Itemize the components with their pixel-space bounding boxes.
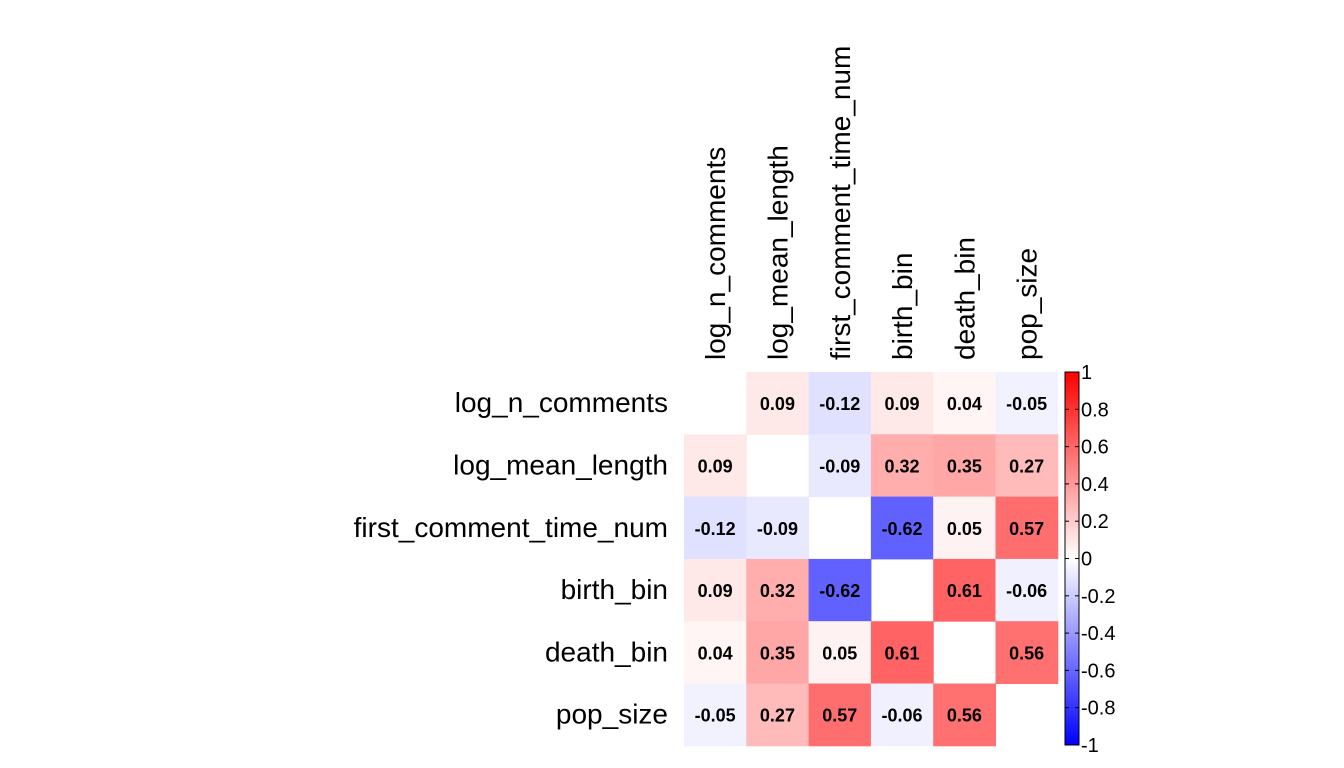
cell-value-label: 0.09 — [760, 394, 795, 414]
cell-value-label: -0.05 — [1006, 394, 1047, 414]
heatmap-cell-log_n_comments-first_comment_time_num — [808, 372, 872, 435]
colorbar-tick-label: -1 — [1081, 735, 1099, 757]
column-label-first_comment_time_num: first_comment_time_num — [825, 46, 856, 360]
heatmap-cell-death_bin-log_mean_length — [746, 621, 810, 684]
heatmap-cell-log_mean_length-death_bin — [933, 434, 996, 498]
cell-value-label: -0.05 — [695, 706, 736, 726]
heatmap-cell-pop_size-log_mean_length — [746, 683, 810, 747]
cell-value-label: 0.32 — [760, 581, 795, 601]
cell-value-label: 0.04 — [698, 643, 733, 663]
heatmap-cell-pop_size-log_n_comments — [684, 683, 747, 747]
colorbar-tick-label: -0.8 — [1081, 698, 1115, 720]
column-label-log_mean_length: log_mean_length — [762, 145, 793, 360]
cell-value-label: 0.09 — [885, 394, 920, 414]
cell-value-label: 0.35 — [947, 456, 982, 476]
cell-value-label: 0.57 — [822, 706, 857, 726]
heatmap-cell-birth_bin-pop_size — [995, 558, 1059, 622]
column-label-log_n_comments: log_n_comments — [700, 147, 731, 360]
cell-value-label: 0.56 — [947, 706, 982, 726]
colorbar-tick-label: 0.4 — [1081, 474, 1109, 496]
row-label-death_bin: death_bin — [545, 636, 668, 667]
cell-value-label: 0.04 — [947, 394, 982, 414]
cell-value-label: 0.57 — [1009, 519, 1044, 539]
cell-value-label: 0.05 — [947, 519, 982, 539]
row-label-birth_bin: birth_bin — [561, 574, 668, 605]
cell-value-label: -0.09 — [757, 519, 798, 539]
heatmap-cell-first_comment_time_num-pop_size — [995, 496, 1059, 560]
heatmap-cell-pop_size-death_bin — [933, 683, 996, 747]
cell-value-label: -0.12 — [695, 519, 736, 539]
heatmap-cell-log_mean_length-log_n_comments — [684, 434, 747, 498]
heatmap-cell-birth_bin-death_bin — [933, 558, 996, 622]
heatmap-cell-first_comment_time_num-birth_bin — [870, 496, 934, 560]
colorbar-tick-label: 0.8 — [1081, 399, 1109, 421]
cell-value-label: -0.06 — [1006, 581, 1047, 601]
colorbar-tick-label: 1 — [1081, 362, 1092, 384]
cell-value-label: 0.56 — [1009, 643, 1044, 663]
column-label-death_bin: death_bin — [949, 237, 980, 360]
cell-value-label: 0.09 — [698, 581, 733, 601]
heatmap-cell-log_n_comments-log_mean_length — [746, 372, 810, 435]
heatmap-cell-log_n_comments-birth_bin — [870, 372, 934, 435]
column-label-birth_bin: birth_bin — [887, 253, 918, 360]
cell-value-label: -0.06 — [882, 706, 923, 726]
colorbar-tick-label: 0 — [1081, 549, 1092, 571]
colorbar-tick-label: -0.4 — [1081, 623, 1115, 645]
heatmap-cell-birth_bin-first_comment_time_num — [808, 558, 872, 622]
row-labels: log_n_comments log_mean_length first_comme… — [354, 387, 668, 730]
heatmap-cell-first_comment_time_num-death_bin — [933, 496, 996, 560]
heatmap-cell-death_bin-pop_size — [995, 621, 1059, 684]
cell-value-label: 0.05 — [822, 643, 857, 663]
heatmap-cell-log_n_comments-pop_size — [995, 372, 1059, 435]
heatmap-cell-log_mean_length-birth_bin — [870, 434, 934, 498]
colorbar-tick-label: -0.2 — [1081, 586, 1115, 608]
column-labels: log_n_comments log_mean_length first_comme… — [700, 46, 1043, 360]
heatmap-cell-death_bin-birth_bin — [870, 621, 934, 684]
heatmap-cell-death_bin-first_comment_time_num — [808, 621, 872, 684]
heatmap-cell-pop_size-birth_bin — [870, 683, 934, 747]
heatmap-cells — [684, 372, 1059, 747]
cell-value-label: 0.27 — [1009, 456, 1044, 476]
cell-value-label: 0.27 — [760, 706, 795, 726]
heatmap-cell-labels: 0.09 -0.12 0.09 0.04 -0.05 0.09 -0.09 0.32 0.35 0… — [695, 394, 1048, 726]
colorbar-tick-label: -0.6 — [1081, 660, 1115, 682]
cell-value-label: 0.32 — [885, 456, 920, 476]
row-label-log_mean_length: log_mean_length — [453, 449, 668, 480]
column-label-pop_size: pop_size — [1012, 248, 1043, 360]
heatmap-cell-log_mean_length-first_comment_time_num — [808, 434, 872, 498]
row-label-pop_size: pop_size — [556, 699, 668, 730]
heatmap-cell-first_comment_time_num-log_n_comments — [684, 496, 747, 560]
cell-value-label: -0.62 — [819, 581, 860, 601]
cell-value-label: 0.61 — [885, 643, 920, 663]
heatmap-cell-log_mean_length-pop_size — [995, 434, 1059, 498]
heatmap-cell-pop_size-first_comment_time_num — [808, 683, 872, 747]
colorbar-tick-label: 0.6 — [1081, 437, 1109, 459]
heatmap-cell-death_bin-log_n_comments — [684, 621, 747, 684]
heatmap-cell-log_n_comments-death_bin — [933, 372, 996, 435]
heatmap-cell-birth_bin-log_mean_length — [746, 558, 810, 622]
cell-value-label: -0.09 — [819, 456, 860, 476]
heatmap-cell-first_comment_time_num-log_mean_length — [746, 496, 810, 560]
cell-value-label: -0.62 — [882, 519, 923, 539]
cell-value-label: 0.09 — [698, 456, 733, 476]
cell-value-label: 0.35 — [760, 643, 795, 663]
colorbar: 1 0.8 0.6 0.4 0.2 0 -0.2 -0.4 -0.6 -0.8 -1 — [1064, 362, 1115, 757]
cell-value-label: 0.61 — [947, 581, 982, 601]
row-label-first_comment_time_num: first_comment_time_num — [354, 512, 668, 543]
heatmap-cell-birth_bin-log_n_comments — [684, 558, 747, 622]
colorbar-tick-label: 0.2 — [1081, 511, 1109, 533]
cell-value-label: -0.12 — [819, 394, 860, 414]
row-label-log_n_comments: log_n_comments — [455, 387, 668, 418]
